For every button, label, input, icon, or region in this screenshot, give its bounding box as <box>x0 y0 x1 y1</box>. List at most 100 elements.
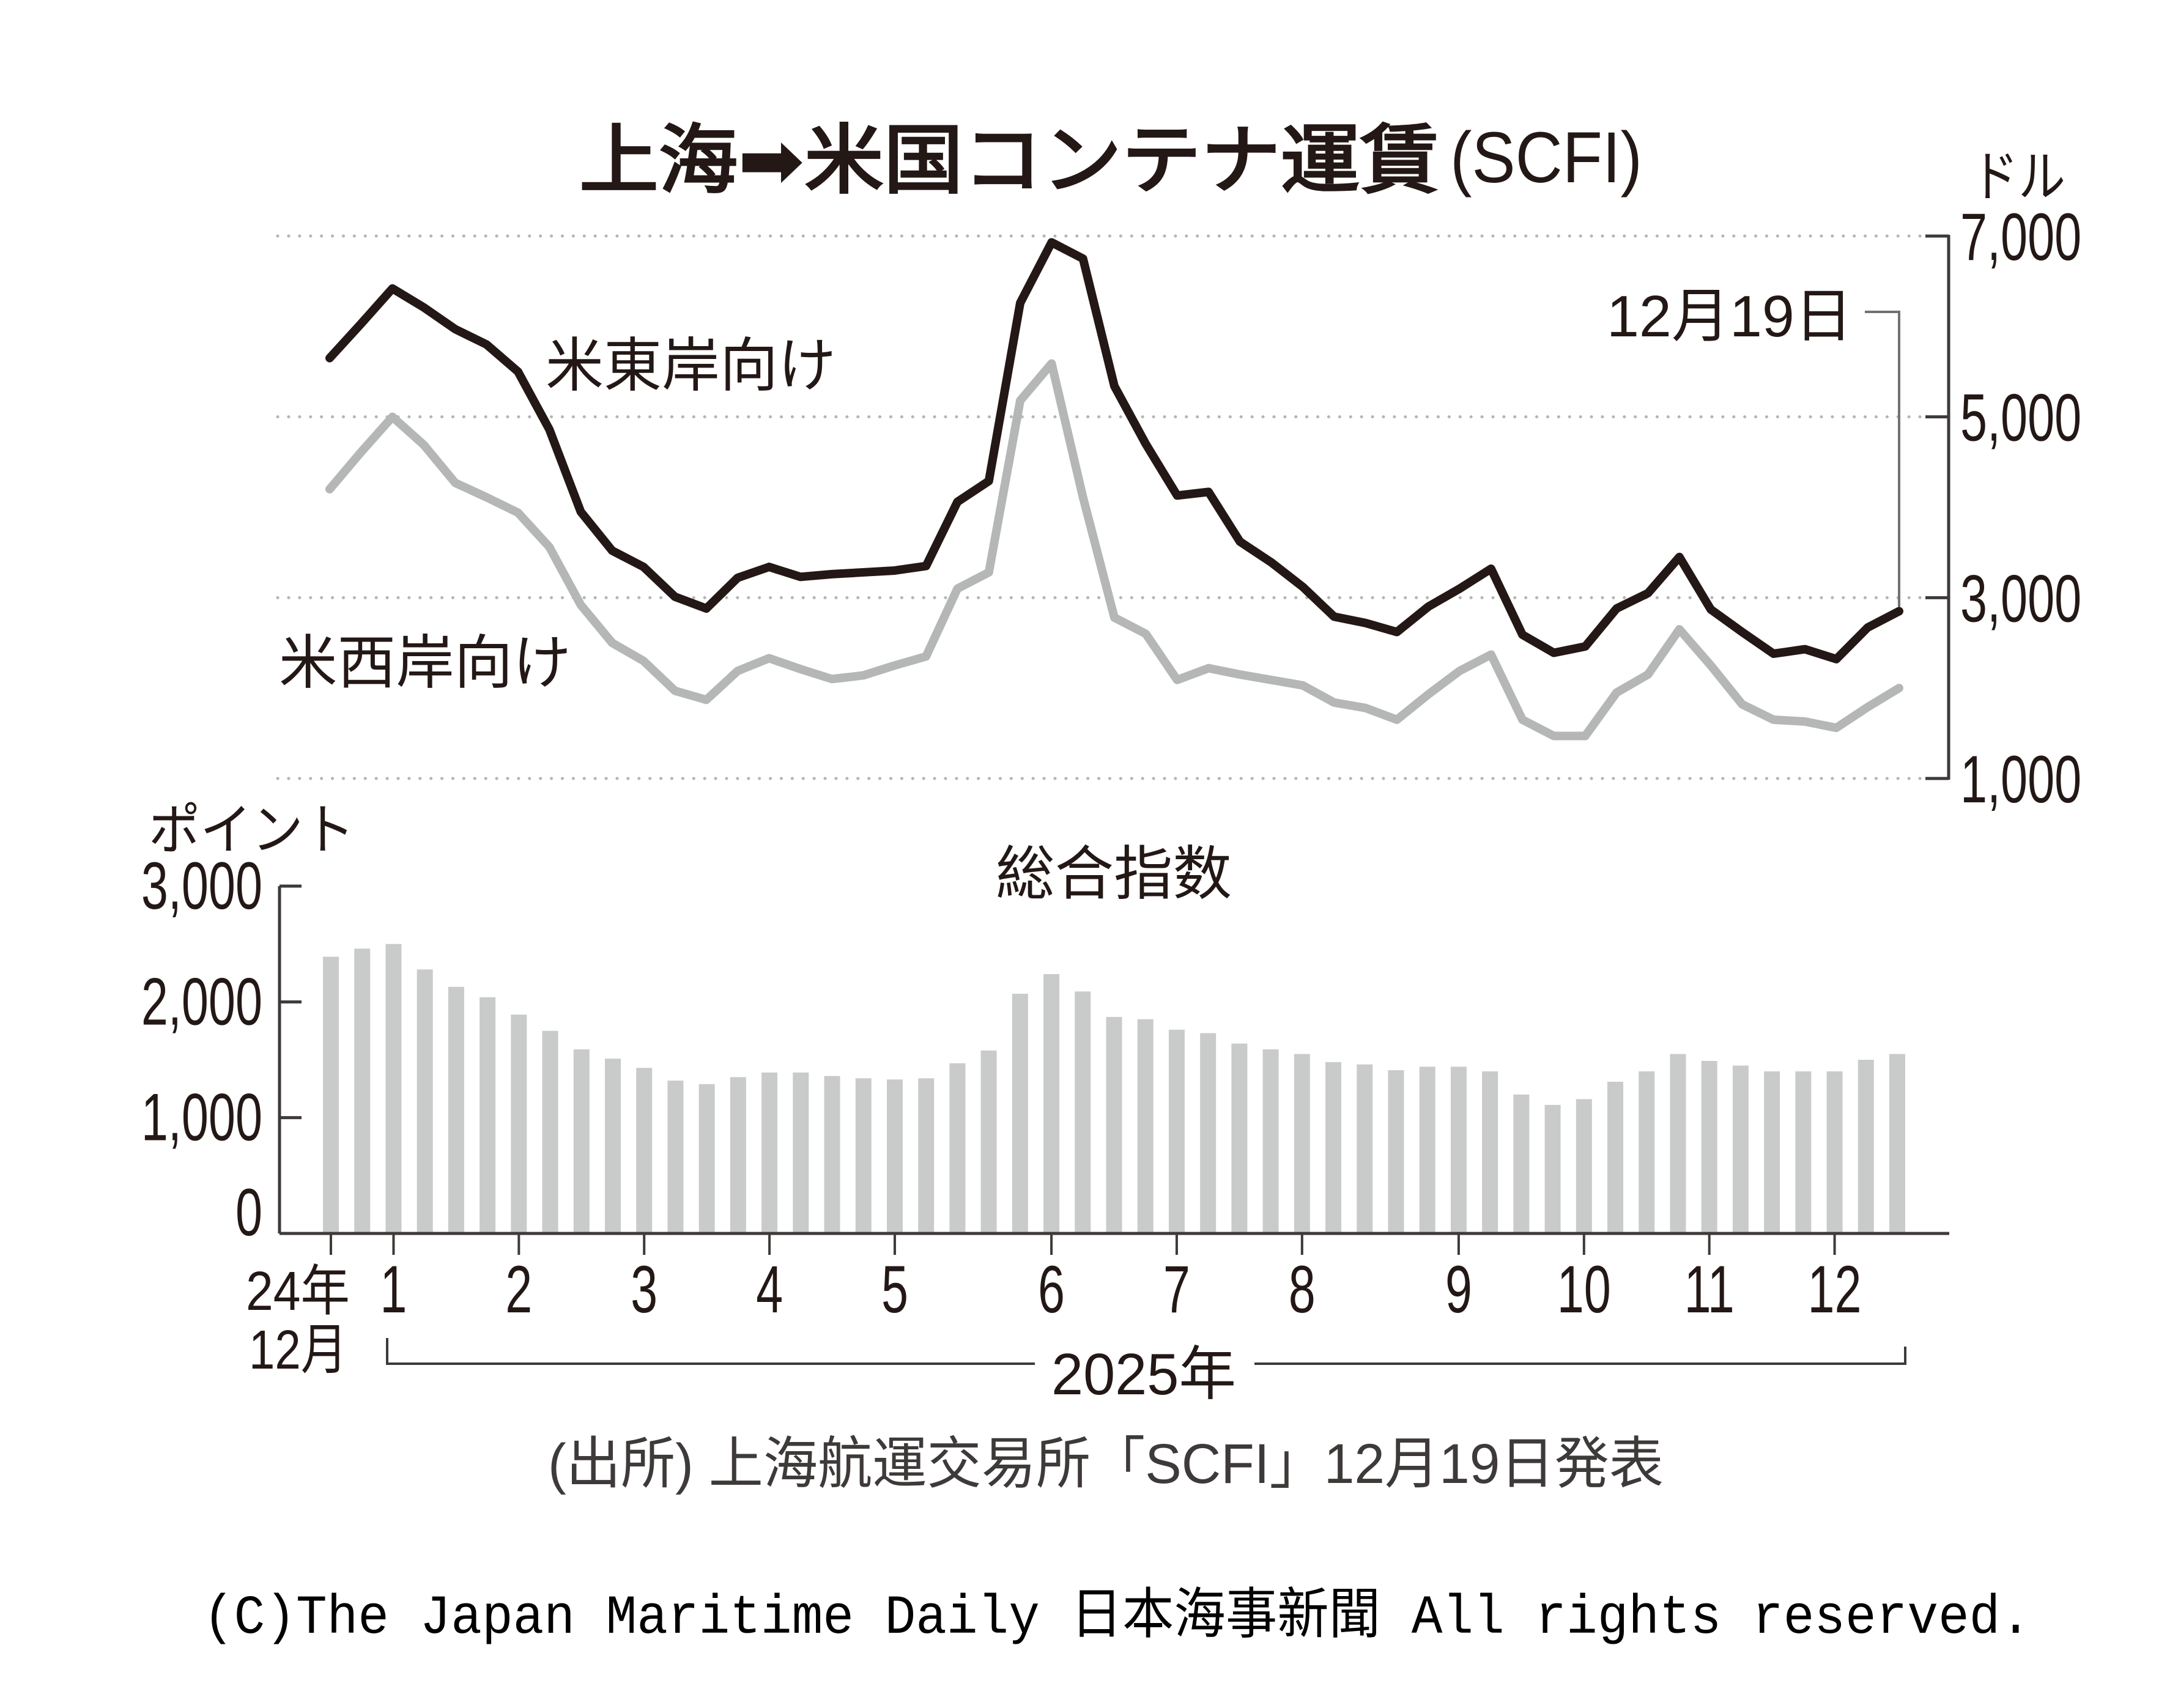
bar <box>730 1077 746 1233</box>
bar-y-axis-unit-label: ポイント <box>149 800 355 861</box>
bar <box>1701 1060 1717 1233</box>
bar <box>1419 1067 1435 1233</box>
data-point <box>1800 645 1810 654</box>
data-point <box>1298 582 1308 592</box>
data-point <box>544 424 554 434</box>
data-point <box>1015 396 1025 405</box>
bar <box>1732 1065 1749 1233</box>
data-point <box>1517 630 1527 640</box>
x-tick-label: 3 <box>631 1252 657 1327</box>
data-point <box>1455 584 1465 594</box>
data-point <box>1204 487 1213 497</box>
data-point <box>1329 612 1339 621</box>
data-point <box>1141 629 1150 638</box>
data-point <box>450 478 460 488</box>
bar <box>385 944 402 1233</box>
bar <box>1325 1062 1342 1233</box>
data-point <box>796 664 806 674</box>
data-point <box>607 638 617 648</box>
data-point <box>1392 627 1402 637</box>
data-point <box>1204 664 1213 673</box>
data-point <box>670 686 680 696</box>
data-point <box>984 476 994 486</box>
data-point <box>450 324 460 334</box>
x-tick-label: 5 <box>881 1252 908 1327</box>
series-line <box>325 359 1903 741</box>
data-point <box>1172 675 1182 685</box>
bar <box>1826 1071 1843 1233</box>
data-point <box>1172 490 1182 500</box>
bar <box>1106 1016 1122 1233</box>
bar <box>1357 1064 1373 1233</box>
y-tick-label: 5,000 <box>1960 380 2081 456</box>
data-point <box>1046 358 1056 368</box>
data-point <box>890 566 900 575</box>
year-bracket-label: 2025年 <box>1051 1342 1236 1407</box>
data-point <box>1109 381 1119 391</box>
data-point <box>1235 670 1245 679</box>
data-point <box>544 542 554 552</box>
bar-y-tick-label: 0 <box>235 1175 262 1250</box>
x-tick-label: 11 <box>1684 1252 1735 1327</box>
bar <box>918 1078 935 1233</box>
bar <box>1764 1071 1780 1233</box>
data-point <box>1831 654 1841 664</box>
data-point <box>325 353 335 363</box>
bar <box>1075 991 1091 1233</box>
x-tick-label: 7 <box>1163 1252 1190 1327</box>
copyright-notice: (C)The Japan Maritime Daily 日本海事新聞 All r… <box>203 1586 2031 1650</box>
data-point <box>1643 670 1653 679</box>
data-point <box>576 507 586 517</box>
data-point <box>419 440 429 449</box>
bar <box>1168 1029 1185 1233</box>
bar <box>1639 1071 1655 1233</box>
bar <box>604 1059 621 1233</box>
bar <box>667 1081 684 1233</box>
bar <box>698 1084 715 1233</box>
x-tick-label: 10 <box>1557 1252 1611 1327</box>
y-axis-unit-label: ドル <box>1971 147 2065 208</box>
data-point <box>1580 641 1590 651</box>
bar <box>1262 1049 1279 1233</box>
data-point <box>1298 681 1308 690</box>
bar-y-tick-label: 3,000 <box>141 848 262 923</box>
data-point <box>1706 660 1716 670</box>
data-point <box>1706 605 1716 615</box>
data-point <box>1486 564 1496 574</box>
bar <box>1607 1081 1624 1233</box>
data-point <box>1643 588 1653 598</box>
bar <box>1795 1071 1812 1233</box>
bar <box>511 1015 527 1233</box>
data-point <box>702 695 711 704</box>
data-point <box>388 412 398 422</box>
x-axis-start-label-year: 24年 <box>246 1261 350 1322</box>
y-tick-label: 1,000 <box>1960 742 2081 817</box>
annotation-leader-line <box>1865 311 1900 607</box>
bar <box>1388 1070 1404 1233</box>
data-point <box>419 303 429 312</box>
data-point <box>1455 666 1465 676</box>
data-point <box>639 656 648 666</box>
data-point <box>1235 537 1245 547</box>
data-point <box>733 666 743 676</box>
line-chart-series <box>325 238 1904 741</box>
bar <box>542 1030 558 1233</box>
source-note: (出所) 上海航運交易所「SCFI」12月19日発表 <box>548 1433 1664 1495</box>
data-point <box>984 567 994 577</box>
y-tick-label: 7,000 <box>1960 199 2081 275</box>
bar <box>1450 1067 1467 1233</box>
data-point <box>513 508 523 517</box>
data-point <box>1675 624 1684 634</box>
data-point <box>1894 683 1904 693</box>
data-point <box>1737 627 1747 637</box>
x-tick-label: 12 <box>1808 1252 1862 1327</box>
data-point <box>764 653 774 663</box>
year-bracket-left <box>386 1338 1035 1365</box>
data-point <box>1423 690 1433 700</box>
title-main: 上海➡米国コンテナ運賃 <box>579 119 1439 203</box>
bar <box>1043 974 1060 1233</box>
y-tick-label: 3,000 <box>1960 561 2081 637</box>
bar <box>417 969 433 1233</box>
